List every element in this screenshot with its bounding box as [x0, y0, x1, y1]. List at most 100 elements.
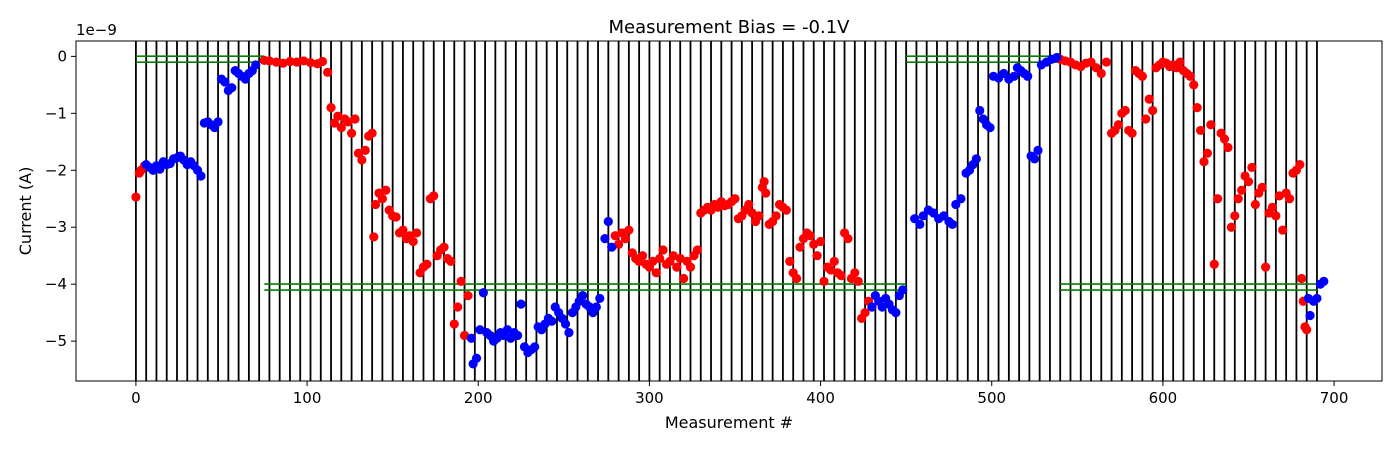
y-tick-label: −1: [45, 104, 67, 122]
x-tick-label: 600: [1149, 389, 1178, 407]
data-point: [759, 177, 769, 187]
data-point: [607, 242, 617, 252]
data-point: [692, 245, 702, 255]
data-point: [408, 236, 418, 247]
data-point: [812, 251, 822, 261]
x-tick-label: 700: [1320, 389, 1349, 407]
data-point: [1192, 103, 1202, 113]
data-point: [685, 262, 696, 272]
data-point: [658, 245, 668, 255]
data-point: [429, 191, 439, 201]
data-point: [326, 103, 336, 113]
data-point: [1209, 259, 1219, 269]
data-point: [196, 171, 206, 181]
data-point: [805, 231, 815, 241]
data-point: [323, 67, 333, 77]
data-point: [456, 276, 466, 286]
data-point: [453, 302, 463, 312]
data-point: [1295, 159, 1305, 170]
data-point: [781, 205, 791, 215]
data-point: [956, 194, 966, 204]
data-point: [360, 145, 370, 155]
data-point: [761, 188, 771, 198]
data-point: [891, 308, 901, 318]
data-point: [547, 316, 557, 326]
data-point: [1319, 276, 1329, 286]
plot-frame: [75, 40, 1383, 382]
data-point: [595, 293, 605, 304]
data-point: [336, 122, 346, 133]
data-point: [815, 236, 826, 247]
data-point: [391, 212, 401, 222]
vertical-lines: [135, 41, 1318, 381]
data-point: [439, 242, 449, 252]
data-point: [1195, 125, 1206, 136]
data-point: [449, 319, 459, 329]
data-point: [1247, 162, 1257, 173]
data-points: [131, 52, 1329, 369]
data-point: [271, 57, 281, 67]
data-point: [466, 333, 476, 343]
x-tick-label: 100: [293, 389, 322, 407]
x-tick-label: 200: [464, 389, 493, 407]
data-point: [350, 114, 360, 124]
data-point: [251, 60, 261, 70]
data-point: [317, 56, 328, 67]
data-point: [1261, 262, 1271, 272]
data-point: [819, 276, 829, 286]
data-point: [1302, 325, 1312, 335]
data-point: [1144, 94, 1154, 104]
data-point: [1189, 80, 1199, 90]
data-point: [985, 122, 995, 133]
data-point: [357, 155, 367, 165]
data-point: [227, 83, 237, 93]
data-point: [679, 273, 689, 284]
data-point: [1271, 211, 1281, 221]
x-tick-label: 0: [131, 389, 141, 407]
data-point: [305, 58, 316, 68]
data-point: [1023, 71, 1033, 81]
x-axis-ticks: 0 100 200 300 400 500 600 700: [131, 381, 1348, 407]
data-point: [1206, 120, 1216, 130]
data-point: [915, 219, 925, 229]
data-point: [947, 219, 957, 229]
data-point: [1312, 293, 1322, 304]
data-point: [471, 353, 482, 363]
data-point: [730, 194, 740, 204]
data-point: [346, 128, 357, 138]
data-point: [1101, 57, 1112, 67]
data-point: [792, 273, 802, 284]
data-point: [329, 118, 340, 128]
data-point: [1148, 105, 1158, 116]
data-point: [560, 319, 571, 329]
data-point: [155, 164, 165, 174]
x-tick-label: 400: [806, 389, 835, 407]
data-point: [591, 302, 601, 312]
data-point: [220, 77, 230, 87]
chart-title: Measurement Bias = -0.1V: [608, 17, 850, 38]
data-point: [1199, 157, 1209, 167]
data-point: [850, 268, 860, 278]
data-point: [771, 211, 781, 221]
data-point: [1185, 71, 1195, 81]
data-point: [1233, 194, 1243, 204]
data-point: [1029, 154, 1040, 164]
data-point: [1243, 177, 1254, 187]
data-point: [754, 211, 764, 221]
data-point: [398, 225, 408, 235]
data-point: [1305, 310, 1315, 321]
data-point: [600, 234, 610, 244]
data-point: [1267, 202, 1278, 212]
data-point: [1096, 68, 1106, 79]
data-point: [785, 256, 795, 267]
data-point: [898, 285, 908, 295]
data-point: [285, 56, 295, 67]
y-tick-label: −4: [45, 275, 67, 293]
data-point: [1009, 71, 1019, 81]
data-point: [564, 327, 574, 338]
data-point: [1230, 211, 1240, 221]
data-point: [264, 56, 275, 66]
y-axis-ticks: 0 −1 −2 −3 −4 −5: [45, 47, 76, 350]
data-point: [446, 256, 456, 267]
